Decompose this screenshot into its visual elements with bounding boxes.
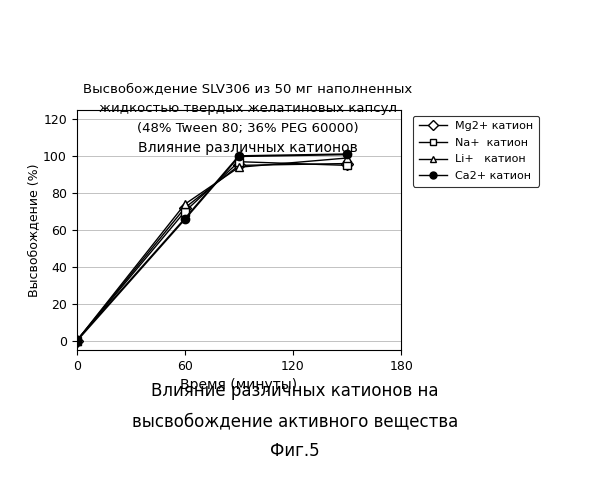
Text: Высвобождение SLV306 из 50 мг наполненных: Высвобождение SLV306 из 50 мг наполненны…	[83, 82, 412, 95]
Text: Влияние различных катионов на: Влияние различных катионов на	[151, 382, 439, 400]
Text: высвобождение активного вещества: высвобождение активного вещества	[132, 412, 458, 430]
Text: жидкостью твердых желатиновых капсул: жидкостью твердых желатиновых капсул	[99, 102, 397, 115]
X-axis label: Время (минуты): Время (минуты)	[181, 378, 297, 392]
Legend: Mg2+ катион, Na+  катион, Li+   катион, Ca2+ катион: Mg2+ катион, Na+ катион, Li+ катион, Ca2…	[413, 116, 539, 186]
Text: (48% Tween 80; 36% PEG 60000): (48% Tween 80; 36% PEG 60000)	[137, 122, 359, 135]
Y-axis label: Высвобождение (%): Высвобождение (%)	[27, 163, 40, 296]
Text: Влияние различных катионов: Влияние различных катионов	[138, 141, 358, 155]
Text: Фиг.5: Фиг.5	[270, 442, 320, 460]
